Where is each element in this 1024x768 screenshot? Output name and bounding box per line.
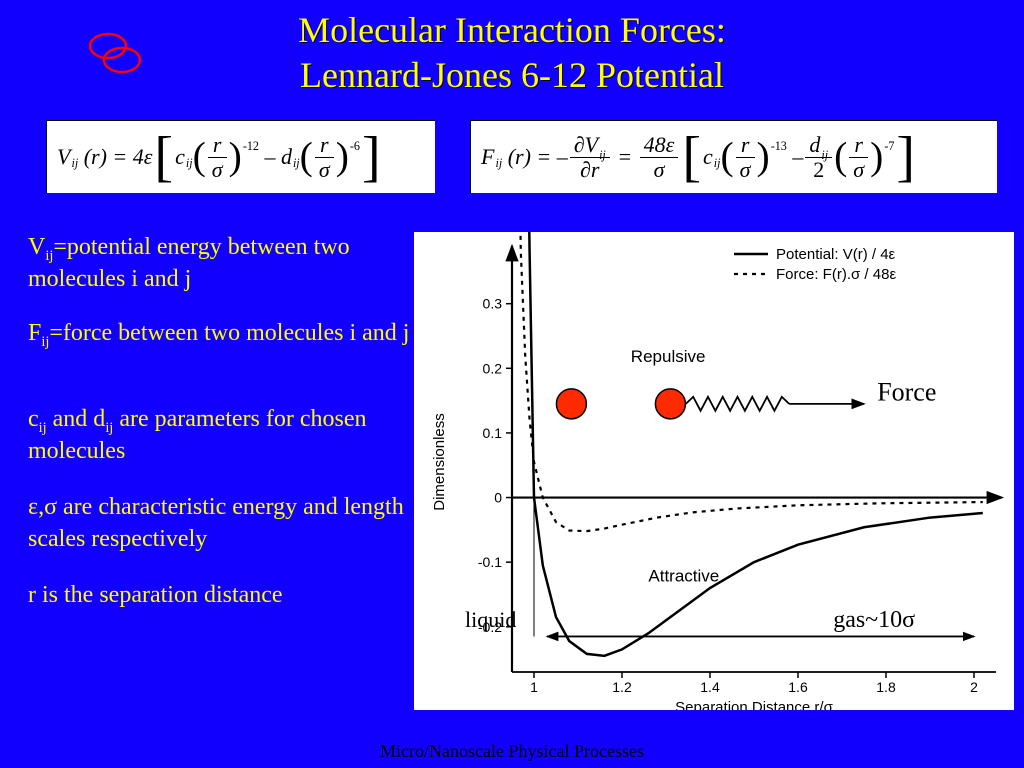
svg-text:2: 2 — [970, 679, 978, 695]
svg-text:Force: Force — [877, 378, 936, 407]
svg-text:0.3: 0.3 — [483, 296, 503, 312]
lj-potential-chart: -0.2-0.100.10.20.311.21.41.61.82Separati… — [414, 232, 1014, 710]
svg-text:1.2: 1.2 — [612, 679, 632, 695]
force-exp-att: -7 — [884, 139, 894, 154]
footer-text: Micro/Nanoscale Physical Processes — [0, 741, 1024, 762]
svg-text:Dimensionless: Dimensionless — [431, 413, 448, 511]
svg-text:gas~10σ: gas~10σ — [833, 607, 915, 633]
svg-text:0: 0 — [494, 490, 502, 506]
def-eps-sigma: ε,σ are characteristic energy and length… — [28, 492, 428, 555]
force-exp-rep: -13 — [771, 139, 787, 154]
svg-text:1.8: 1.8 — [876, 679, 896, 695]
svg-text:liquid: liquid — [465, 607, 516, 632]
svg-text:1.6: 1.6 — [788, 679, 808, 695]
svg-text:-0.1: -0.1 — [478, 554, 502, 570]
def-r: r is the separation distance — [28, 580, 428, 612]
equation-force: Fij (r) = – ∂Vij∂r = 48εσ [ cij ( rσ )-1… — [470, 120, 997, 193]
svg-text:Separation Distance r/σ: Separation Distance r/σ — [675, 699, 833, 710]
svg-text:1: 1 — [530, 679, 538, 695]
svg-text:1.4: 1.4 — [700, 679, 720, 695]
svg-text:Attractive: Attractive — [648, 567, 719, 586]
pot-exp-att: -6 — [350, 139, 360, 154]
def-fij: Fij=force between two molecules i and j — [28, 318, 428, 350]
def-cd: cij and dij are parameters for chosen mo… — [28, 404, 428, 467]
pot-exp-rep: -12 — [243, 139, 259, 154]
svg-text:Force: F(r).σ / 48ε: Force: F(r).σ / 48ε — [776, 266, 896, 283]
svg-text:0.2: 0.2 — [483, 360, 503, 376]
svg-text:Potential: V(r) / 4ε: Potential: V(r) / 4ε — [776, 246, 896, 263]
title-line2: Lennard-Jones 6-12 Potential — [300, 55, 724, 95]
slide: Molecular Interaction Forces: Lennard-Jo… — [0, 0, 1024, 768]
def-vij: Vij=potential energy between two molecul… — [28, 232, 428, 295]
title-line1: Molecular Interaction Forces: — [298, 10, 726, 50]
slide-title: Molecular Interaction Forces: Lennard-Jo… — [0, 8, 1024, 98]
svg-text:Repulsive: Repulsive — [631, 347, 706, 366]
force-coeff: 48 — [644, 132, 666, 157]
svg-text:0.1: 0.1 — [483, 425, 503, 441]
equation-potential: Vij (r) = 4ε [ cij ( rσ )-12 – dij ( rσ … — [46, 120, 435, 193]
